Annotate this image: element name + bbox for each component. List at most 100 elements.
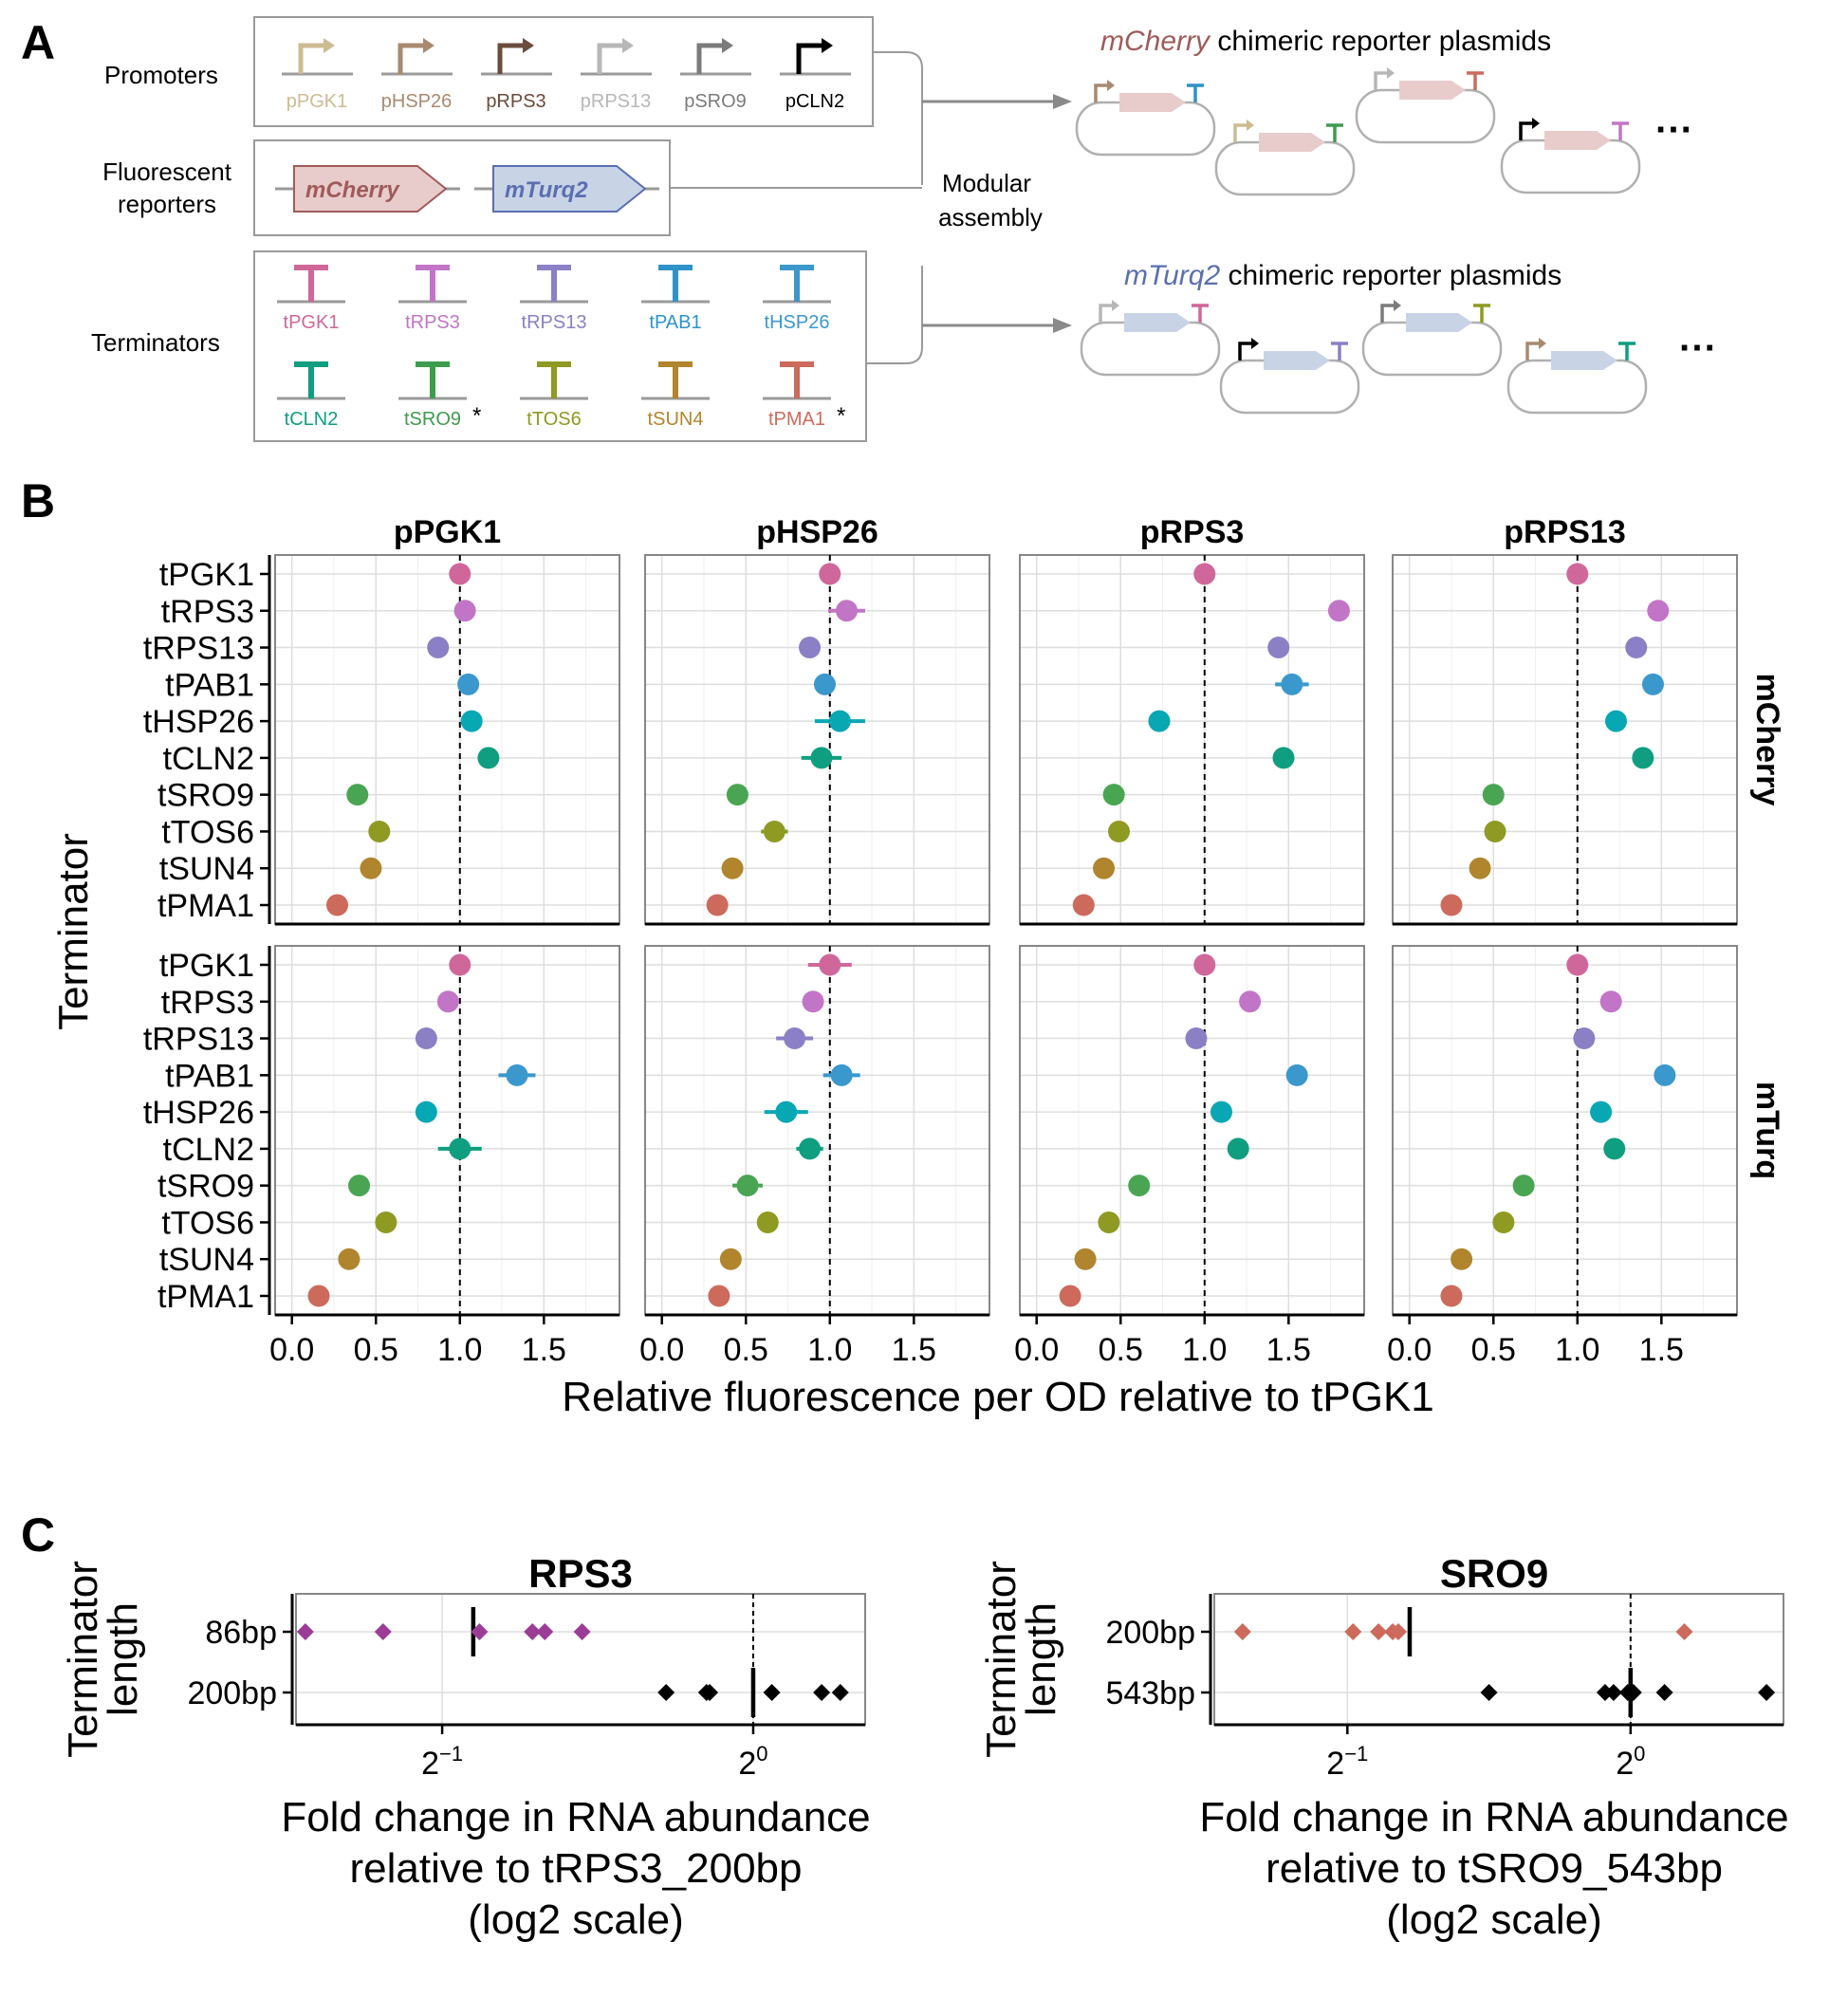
data-point-tHSP26 bbox=[460, 710, 483, 732]
data-point-tTOS6 bbox=[1098, 1211, 1120, 1233]
data-point-543bp bbox=[1758, 1684, 1776, 1701]
plasmid-glyphs bbox=[1075, 67, 1648, 415]
terminator-glyph-tSRO9 bbox=[398, 361, 467, 400]
data-point-tPAB1 bbox=[1641, 673, 1664, 695]
y-tick-label: tCLN2 bbox=[163, 741, 254, 777]
data-point-tHSP26 bbox=[1590, 1100, 1613, 1123]
data-point-tRPS13 bbox=[1185, 1027, 1208, 1050]
x-tick-label: 1.5 bbox=[1639, 1332, 1684, 1368]
data-point-tRPS13 bbox=[1267, 637, 1290, 659]
x-axis-label-line: Fold change in RNA abundance bbox=[281, 1794, 870, 1840]
data-point-200bp bbox=[1675, 1623, 1693, 1640]
facet-mTurq-pRPS3: 0.0 0.5 1.0 1.5 bbox=[1014, 945, 1365, 1368]
promoter-glyph-pPGK1 bbox=[282, 38, 353, 76]
data-point-tPMA1 bbox=[1072, 894, 1095, 916]
y-tick-label: 200bp bbox=[1105, 1615, 1195, 1651]
data-point-tSRO9 bbox=[346, 784, 369, 806]
promoters-box bbox=[253, 16, 874, 127]
data-point-tPGK1 bbox=[1193, 953, 1216, 976]
data-point-200bp bbox=[1390, 1623, 1408, 1640]
panel-frame bbox=[1213, 1593, 1784, 1726]
data-point-200bp bbox=[831, 1684, 849, 1701]
terminator-name: tSUN4 bbox=[648, 409, 704, 430]
connector-promoters bbox=[873, 51, 923, 185]
terminator-name: tRPS3 bbox=[405, 312, 460, 333]
x-tick-label: 0.0 bbox=[1014, 1332, 1059, 1368]
x-axis-label-line: relative to tRPS3_200bp bbox=[350, 1845, 803, 1892]
mturq-ellipsis: ··· bbox=[1679, 327, 1717, 369]
data-point-tTOS6 bbox=[1492, 1211, 1515, 1233]
panel-b-letter: B bbox=[21, 474, 55, 527]
plasmid-glyph bbox=[1080, 300, 1221, 377]
data-point-tPGK1 bbox=[1566, 953, 1589, 976]
reporter-name: mTurq2 bbox=[505, 177, 588, 203]
x-axis-label-line: (log2 scale) bbox=[468, 1896, 683, 1943]
plasmid-glyph bbox=[1506, 338, 1648, 415]
mturq-title-italic: mTurq2 bbox=[1124, 260, 1220, 291]
x-tick-label: 2−1 bbox=[1326, 1742, 1368, 1782]
y-tick-label: tSRO9 bbox=[157, 778, 254, 814]
data-point-tSUN4 bbox=[1093, 857, 1116, 879]
data-point-200bp bbox=[1233, 1623, 1251, 1640]
data-point-200bp bbox=[763, 1684, 781, 1701]
promoter-glyph-pRPS3 bbox=[481, 38, 552, 76]
x-tick-label: 1.0 bbox=[807, 1332, 852, 1368]
data-point-tSUN4 bbox=[338, 1248, 360, 1270]
x-tick-label: 1.0 bbox=[437, 1332, 482, 1368]
promoter-glyph-pCLN2 bbox=[780, 38, 851, 76]
data-point-200bp bbox=[1344, 1623, 1362, 1640]
data-point-tCLN2 bbox=[1603, 1137, 1626, 1160]
x-tick-label: 0.0 bbox=[1387, 1332, 1432, 1368]
x-tick-label: 0.0 bbox=[269, 1332, 314, 1368]
plasmid-glyph bbox=[1075, 80, 1216, 157]
data-point-tSRO9 bbox=[1128, 1174, 1151, 1197]
data-point-tSUN4 bbox=[721, 857, 744, 879]
data-point-tPGK1 bbox=[819, 953, 841, 976]
promoter-name: pCLN2 bbox=[785, 91, 844, 112]
panel-a-letter: A bbox=[21, 16, 55, 69]
assembly-label-line2: assembly bbox=[938, 203, 1043, 231]
data-point-tPGK1 bbox=[819, 563, 841, 585]
data-point-tPGK1 bbox=[449, 953, 471, 976]
data-point-tHSP26 bbox=[1605, 710, 1628, 732]
data-point-tCLN2 bbox=[810, 747, 833, 769]
data-point-tPAB1 bbox=[1654, 1063, 1676, 1086]
data-point-543bp bbox=[1480, 1684, 1498, 1701]
data-point-tPGK1 bbox=[1193, 563, 1216, 585]
y-axis-label-line2: length bbox=[1018, 1602, 1064, 1716]
terminator-glyph-tTOS6 bbox=[520, 361, 588, 400]
panel-b-chart: pPGK1 pHSP26 pRPS3 pRPS13mCherrymTurqtPGK1t… bbox=[143, 514, 1785, 1368]
data-point-tCLN2 bbox=[1227, 1137, 1249, 1160]
data-point-543bp bbox=[1655, 1684, 1673, 1701]
terminator-glyph-tSUN4 bbox=[641, 361, 710, 400]
y-tick-label: tPMA1 bbox=[157, 1279, 254, 1315]
mturq-plasmids-title: mTurq2 chimeric reporter plasmids bbox=[1124, 260, 1562, 291]
reporter-glyph-mTurq2 bbox=[492, 165, 647, 213]
reporter-glyphs: mCherry mTurq2 bbox=[275, 165, 659, 213]
data-point-tCLN2 bbox=[1632, 747, 1654, 769]
data-point-543bp bbox=[1604, 1684, 1622, 1701]
data-point-tPAB1 bbox=[1281, 673, 1303, 695]
terminator-name: tCLN2 bbox=[285, 409, 339, 430]
data-point-tRPS13 bbox=[427, 637, 450, 659]
x-axis-label-line: (log2 scale) bbox=[1386, 1896, 1601, 1943]
data-point-tPMA1 bbox=[708, 1285, 730, 1307]
y-tick-label: tRPS13 bbox=[143, 631, 254, 667]
data-point-tPAB1 bbox=[1285, 1063, 1308, 1086]
data-point-tHSP26 bbox=[415, 1100, 437, 1123]
terminator-glyph-tCLN2 bbox=[277, 361, 345, 400]
data-point-tPGK1 bbox=[449, 563, 471, 585]
data-point-tPMA1 bbox=[326, 894, 349, 916]
x-tick-label: 1.0 bbox=[1555, 1332, 1599, 1368]
data-point-tPAB1 bbox=[830, 1063, 853, 1086]
terminator-name: tPGK1 bbox=[284, 312, 340, 333]
terminator-glyph-tRPS3 bbox=[398, 265, 467, 304]
data-point-tSRO9 bbox=[736, 1174, 759, 1197]
data-point-200bp bbox=[1370, 1623, 1388, 1640]
promoter-name: pRPS3 bbox=[486, 91, 545, 112]
data-point-tRPS3 bbox=[1599, 990, 1622, 1013]
data-point-tSRO9 bbox=[348, 1174, 371, 1197]
